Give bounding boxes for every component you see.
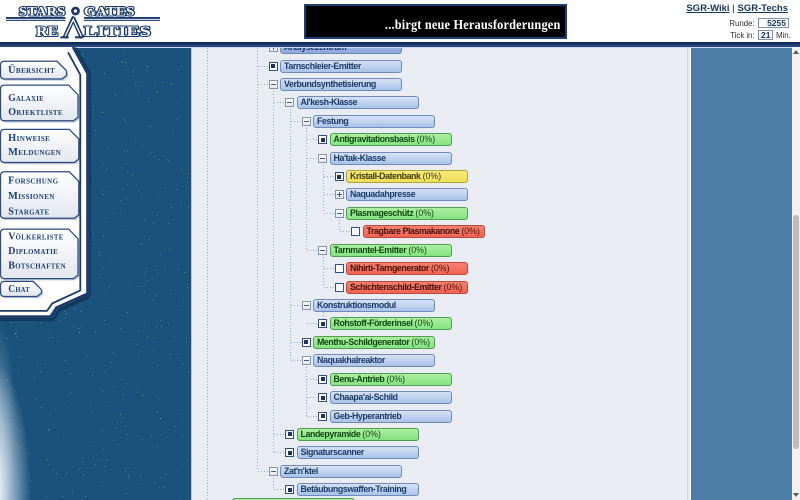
svg-text:LITIES: LITIES xyxy=(84,24,151,40)
svg-text:Galaxie: Galaxie xyxy=(8,93,44,104)
svg-text:Völkerliste: Völkerliste xyxy=(8,232,63,243)
svg-text:RE: RE xyxy=(36,24,58,40)
svg-text:Stargate: Stargate xyxy=(8,207,49,218)
svg-text:Chat: Chat xyxy=(8,284,30,295)
svg-text:GATES: GATES xyxy=(84,4,134,18)
svg-text:STARS: STARS xyxy=(19,4,65,18)
svg-text:LITIES: LITIES xyxy=(84,24,151,40)
svg-text:GATES: GATES xyxy=(84,4,134,18)
svg-text:Forschung: Forschung xyxy=(8,176,59,187)
svg-text:Missionen: Missionen xyxy=(8,191,55,202)
svg-text:Hinweise: Hinweise xyxy=(8,133,50,144)
svg-text:RE: RE xyxy=(36,24,58,40)
svg-text:Botschaften: Botschaften xyxy=(8,261,66,272)
svg-text:Meldungen: Meldungen xyxy=(8,147,61,158)
svg-text:STARS: STARS xyxy=(19,4,65,18)
svg-text:Diplomatie: Diplomatie xyxy=(8,246,58,257)
svg-text:Übersicht: Übersicht xyxy=(8,63,55,76)
svg-text:Objektliste: Objektliste xyxy=(8,107,63,118)
